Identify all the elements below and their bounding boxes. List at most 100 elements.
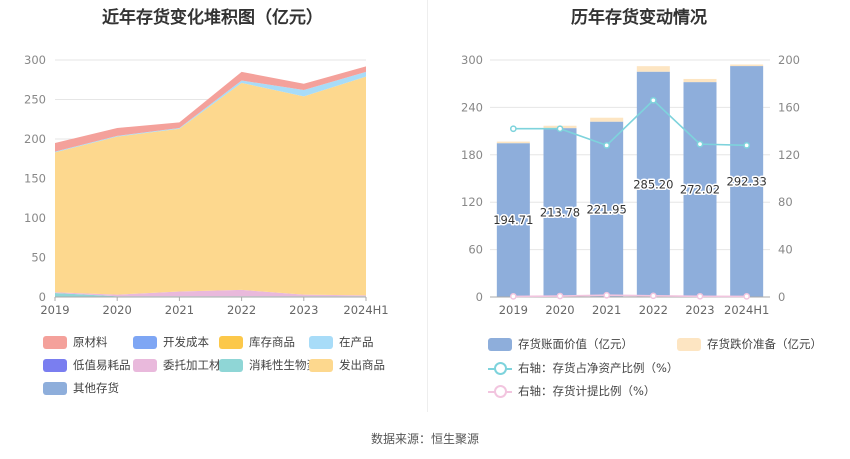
right-chart-panel: 历年存货变动情况 0 60 120 180 240 300 0 40 80 120 160 200 20… [428, 0, 850, 412]
left-y-tick-label: 100 [24, 211, 46, 225]
left-legend-item[interactable]: 委托加工材料 [133, 357, 232, 373]
left-legend-item[interactable]: 低值易耗品 [43, 357, 131, 373]
left-x-tick-label: 2021 [165, 303, 194, 317]
bar-value-label-halo: 194.71 [493, 213, 533, 227]
right-x-tick-label: 2020 [545, 303, 574, 317]
left-y-tick-label: 150 [24, 172, 46, 186]
bar-value-label-halo: 272.02 [680, 183, 720, 197]
bar-value-label: 272.02 [680, 183, 720, 197]
bar-value-label: 292.33 [727, 175, 767, 189]
right-y2-tick-label: 80 [778, 195, 793, 209]
legend-swatch [488, 361, 512, 375]
provision-point [743, 293, 751, 300]
data-source-footer: 数据来源：恒生聚源 [370, 432, 479, 446]
bar-value-label: 194.71 [493, 213, 533, 227]
right-legend-item[interactable]: 存货账面价值（亿元） [488, 336, 633, 352]
provision-point [649, 292, 657, 300]
legend-label: 存货账面价值（亿元） [518, 337, 633, 351]
legend-swatch [133, 335, 157, 349]
left-chart-legend: 原材料 开发成本 库存商品 在产品 低值易耗品 委托加工材料 消耗性生物资产 发出商品 其他存货 [0, 0, 425, 412]
bar-book-value [543, 128, 577, 297]
right-x-tick-label: 2022 [639, 303, 668, 317]
left-legend-item[interactable]: 原材料 [43, 334, 108, 350]
legend-swatch [43, 358, 67, 372]
ratio-point [743, 141, 751, 149]
legend-label: 右轴：存货计提比例（%） [518, 384, 656, 398]
legend-swatch [133, 358, 157, 372]
left-legend-item[interactable]: 库存商品 [219, 334, 295, 350]
legend-label: 开发成本 [163, 335, 209, 349]
right-x-tick-label: 2021 [592, 303, 621, 317]
bar-book-value [683, 82, 717, 297]
left-x-tick-label: 2020 [103, 303, 132, 317]
left-legend-item[interactable]: 发出商品 [309, 357, 385, 373]
bar-value-label-halo: 292.33 [727, 175, 767, 189]
legend-label: 在产品 [339, 335, 374, 349]
bar-value-label: 285.20 [633, 177, 673, 191]
right-x-tick-label: 2024H1 [724, 303, 769, 317]
bar-impairment [730, 64, 764, 67]
legend-label: 委托加工材料 [163, 358, 232, 372]
legend-label: 发出商品 [339, 358, 385, 372]
left-x-tick-label: 2023 [289, 303, 318, 317]
bar-impairment [683, 78, 717, 83]
bar-book-value [730, 66, 764, 298]
right-legend-item[interactable]: 存货跌价准备（亿元） [677, 336, 822, 352]
right-y2-tick-label: 0 [778, 290, 785, 304]
right-y2-tick-label: 160 [778, 100, 800, 114]
left-y-tick-label: 300 [24, 53, 46, 67]
bar-value-label-halo: 213.78 [540, 206, 580, 220]
right-y2-tick-label: 120 [778, 148, 800, 162]
bar-impairment [636, 66, 670, 72]
ratio-point [556, 125, 564, 133]
bar-book-value [496, 143, 530, 297]
right-legend-item[interactable]: 右轴：存货计提比例（%） [488, 383, 655, 399]
ratio-point [603, 141, 611, 149]
left-y-tick-label: 200 [24, 132, 46, 146]
bar-book-value [636, 71, 670, 297]
legend-swatch [488, 337, 512, 351]
right-y2-tick-label: 200 [778, 53, 800, 67]
line-inventory-net-assets-ratio [513, 99, 747, 147]
line-provision-ratio [513, 294, 747, 298]
right-legend-item[interactable]: 右轴：存货占净资产比例（%） [488, 360, 678, 376]
right-y-tick-label: 180 [461, 148, 483, 162]
legend-label: 低值易耗品 [73, 358, 131, 372]
left-legend-item[interactable]: 其他存货 [43, 380, 119, 396]
right-y-tick-label: 300 [461, 53, 483, 67]
provision-point [556, 292, 564, 300]
bar-value-label-halo: 221.95 [587, 202, 627, 216]
left-y-tick-label: 250 [24, 93, 46, 107]
right-chart-legend: 存货账面价值（亿元） 存货跌价准备（亿元） 右轴：存货占净资产比例（%） 右轴：存货计… [428, 0, 850, 412]
legend-swatch [309, 358, 333, 372]
bar-impairment [496, 141, 530, 144]
left-x-tick-label: 2019 [40, 303, 69, 317]
ratio-point [509, 125, 517, 133]
provision-point [603, 291, 611, 299]
legend-swatch [677, 337, 701, 351]
right-bar-line-chart: 0 60 120 180 240 300 0 40 80 120 160 200 2019 2020 202… [461, 53, 800, 317]
bar-book-value [590, 121, 624, 297]
legend-swatch [43, 335, 67, 349]
left-y-tick-label: 50 [31, 251, 46, 265]
legend-swatch [43, 381, 67, 395]
legend-label: 存货跌价准备（亿元） [707, 337, 822, 351]
area-series-4 [55, 71, 366, 153]
right-x-tick-label: 2023 [685, 303, 714, 317]
left-legend-item[interactable]: 开发成本 [133, 334, 209, 350]
left-chart-panel: 近年存货变化堆积图（亿元） 0 50 100 150 200 250 300 2019 2020… [0, 0, 425, 412]
right-y-tick-label: 120 [461, 195, 483, 209]
left-x-tick-label: 2024H1 [343, 303, 388, 317]
right-y-tick-label: 0 [476, 290, 483, 304]
provision-point [696, 292, 704, 300]
legend-swatch [219, 358, 243, 372]
area-series-2 [55, 289, 366, 297]
left-y-tick-label: 0 [39, 290, 46, 304]
legend-swatch [309, 335, 333, 349]
left-legend-item[interactable]: 在产品 [309, 334, 374, 350]
left-stacked-area-chart: 0 50 100 150 200 250 300 2019 2020 2021 2022 2023 20… [24, 53, 389, 317]
legend-label: 其他存货 [73, 381, 119, 395]
panel-divider [427, 0, 428, 412]
legend-swatch [219, 335, 243, 349]
legend-swatch [488, 384, 512, 398]
